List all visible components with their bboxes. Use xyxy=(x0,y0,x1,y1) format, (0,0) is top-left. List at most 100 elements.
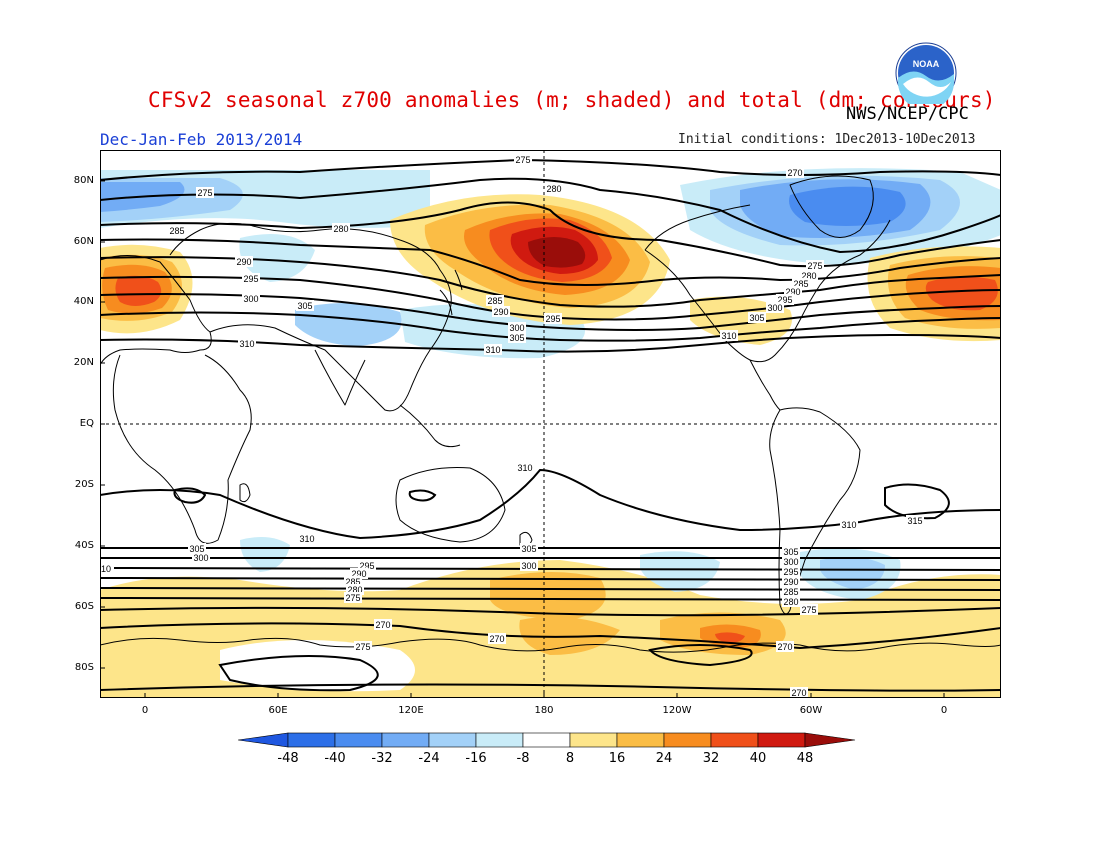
lon-label: 0 xyxy=(940,705,948,716)
lat-label: 60N xyxy=(73,236,94,247)
contour-label: 305 xyxy=(296,300,314,311)
anomaly-sh-gap xyxy=(220,640,415,692)
anomaly-europe-32 xyxy=(115,275,162,306)
contour-315-sa xyxy=(884,483,950,520)
colorbar-cell xyxy=(616,732,665,748)
svg-text:295: 295 xyxy=(777,295,792,305)
svg-text:310: 310 xyxy=(239,339,254,349)
agency-label: NWS/NCEP/CPC xyxy=(846,104,969,124)
contour-label: 280 xyxy=(545,183,563,194)
svg-text:305: 305 xyxy=(509,333,524,343)
svg-text:275: 275 xyxy=(197,188,212,198)
contour-270-antarctic xyxy=(100,683,1001,692)
lat-label: EQ xyxy=(79,418,94,429)
lat-label: 60S xyxy=(74,601,94,612)
svg-text:280: 280 xyxy=(783,597,798,607)
svg-text:310: 310 xyxy=(721,331,736,341)
contour-label: 290 xyxy=(782,576,800,587)
contour-label: 310 xyxy=(298,533,316,544)
contour-label: 300 xyxy=(192,552,210,563)
contour-label: 295 xyxy=(242,273,260,284)
svg-text:310: 310 xyxy=(517,463,532,473)
svg-text:280: 280 xyxy=(333,224,348,234)
contour-label: 10 xyxy=(100,563,114,574)
contour-label: 275 xyxy=(514,154,532,165)
contour-label: 300 xyxy=(766,302,784,313)
svg-text:270: 270 xyxy=(791,688,806,698)
coast-asia xyxy=(169,222,452,412)
svg-text:285: 285 xyxy=(783,587,798,597)
contour-label: 290 xyxy=(350,568,368,579)
svg-text:295: 295 xyxy=(359,561,374,571)
svg-text:280: 280 xyxy=(801,271,816,281)
colorbar-cell xyxy=(522,732,571,748)
svg-text:300: 300 xyxy=(783,557,798,567)
colorbar-label: -16 xyxy=(465,751,487,766)
colorbar-cell xyxy=(287,732,336,748)
svg-text:295: 295 xyxy=(243,274,258,284)
colorbar-left-arrow xyxy=(238,732,289,748)
contour-label: 300 xyxy=(508,322,526,333)
height-contours xyxy=(100,158,1001,692)
anomaly-map: 275 275 280 280 285 290 295 300 305 310 … xyxy=(100,150,1001,698)
svg-text:275: 275 xyxy=(801,605,816,615)
initial-conditions-label: Initial conditions: 1Dec2013-10Dec2013 xyxy=(678,132,976,147)
anomaly-antarctic-32 xyxy=(715,632,745,643)
svg-text:305: 305 xyxy=(189,544,204,554)
anomaly-sio-negative2 xyxy=(240,536,290,572)
coast-europe-africa xyxy=(100,255,252,544)
contour-label: 285 xyxy=(344,576,362,587)
svg-text:270: 270 xyxy=(777,642,792,652)
contour-label: 285 xyxy=(486,295,504,306)
coast-india xyxy=(314,349,366,406)
contour-label: 300 xyxy=(242,293,260,304)
colorbar-label: -32 xyxy=(371,751,393,766)
contour-label: 295 xyxy=(776,294,794,305)
lon-ticks xyxy=(144,693,945,698)
contour-label: 305 xyxy=(508,332,526,343)
lat-label: 80N xyxy=(73,175,94,186)
lon-label: 60E xyxy=(268,705,288,716)
contour-285-south xyxy=(100,587,1001,591)
contour-label: 305 xyxy=(188,543,206,554)
svg-text:290: 290 xyxy=(236,257,251,267)
anomaly-npac-48 xyxy=(528,237,586,268)
svg-text:285: 285 xyxy=(487,296,502,306)
svg-text:275: 275 xyxy=(345,593,360,603)
anomaly-asia-negative xyxy=(239,234,315,282)
svg-text:285: 285 xyxy=(345,577,360,587)
svg-text:285: 285 xyxy=(793,279,808,289)
colorbar-label: 48 xyxy=(796,751,814,766)
contour-290 xyxy=(100,256,1001,308)
svg-text:285: 285 xyxy=(169,226,184,236)
contour-label: 275 xyxy=(196,187,214,198)
contour-label: 275 xyxy=(800,604,818,615)
coast-australia xyxy=(395,467,506,543)
contour-280-south xyxy=(100,597,1001,601)
contour-310-north xyxy=(100,333,1001,353)
contour-label: 270 xyxy=(374,619,392,630)
contour-label: 280 xyxy=(800,270,818,281)
contour-label: 310 xyxy=(840,519,858,530)
lon-label: 0 xyxy=(141,705,149,716)
colorbar-cell xyxy=(663,732,712,748)
lon-label: 60W xyxy=(799,705,823,716)
coast-madagascar xyxy=(239,483,251,503)
svg-text:305: 305 xyxy=(749,313,764,323)
colorbar-label: 40 xyxy=(749,751,767,766)
colorbar-cell xyxy=(428,732,477,748)
contour-275-antarctic xyxy=(218,655,379,692)
colorbar-label: -8 xyxy=(516,751,530,766)
lat-label: 40S xyxy=(74,540,94,551)
colorbar-cell xyxy=(334,732,383,748)
colorbar-cell xyxy=(569,732,618,748)
colorbar-label: 16 xyxy=(608,751,626,766)
svg-text:270: 270 xyxy=(375,620,390,630)
svg-text:275: 275 xyxy=(355,642,370,652)
contour-label: 295 xyxy=(544,313,562,324)
contour-label: 315 xyxy=(906,515,924,526)
contour-label: 305 xyxy=(520,543,538,554)
chart-title: CFSv2 seasonal z700 anomalies (m; shaded… xyxy=(148,88,996,112)
coast-central-america xyxy=(749,359,781,411)
contour-275 xyxy=(100,177,1001,254)
